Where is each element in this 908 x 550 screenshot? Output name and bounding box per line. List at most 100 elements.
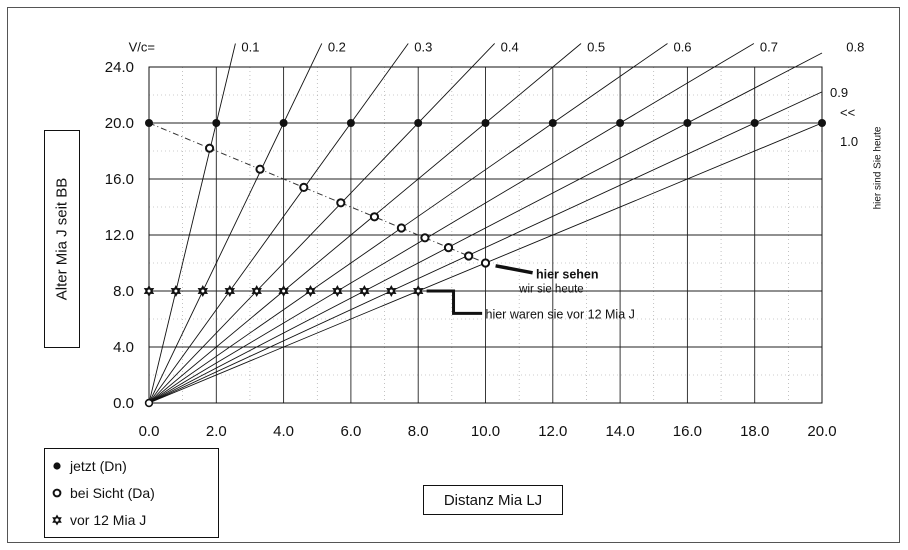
point-sight	[443, 243, 454, 253]
point-sight	[464, 251, 474, 261]
velocity-ray	[148, 43, 409, 404]
point-12bn-center	[309, 289, 313, 293]
annotation-see-today-line2: wir sie heute	[518, 284, 584, 296]
legend-item-now: jetzt (Dn)	[45, 455, 127, 477]
ray-label: 0.5	[587, 39, 605, 54]
ray-label: 0.8	[846, 39, 864, 54]
open-circle-icon	[52, 488, 62, 498]
x-axis-label-box: Distanz Mia LJ	[423, 485, 563, 515]
x-tick-label: 4.0	[273, 423, 294, 440]
legend: jetzt (Dn) bei Sicht (Da) vor 12 Mia J	[44, 448, 219, 538]
point-12bn-center	[416, 289, 420, 293]
see-today-pointer	[495, 264, 533, 275]
point-12bn-center	[362, 289, 366, 293]
point-now	[481, 119, 490, 127]
point-12bn-center	[201, 289, 205, 293]
velocity-ray	[148, 52, 823, 404]
x-tick-label: 20.0	[807, 423, 836, 440]
x-tick-label: 12.0	[538, 423, 567, 440]
ray-label: 0.6	[673, 39, 691, 54]
y-tick-label: 8.0	[113, 283, 134, 300]
annotation-see-today: hier sehen	[536, 268, 599, 282]
x-tick-label: 0.0	[139, 423, 160, 440]
point-sight	[420, 233, 430, 243]
annotation-were-ago: hier waren sie vor 12 Mia J	[486, 307, 635, 321]
velocity-ray	[148, 43, 323, 404]
x-tick-label: 18.0	[740, 423, 769, 440]
point-12bn-center	[389, 289, 393, 293]
point-12bn-center	[255, 289, 259, 293]
y-tick-label: 20.0	[105, 115, 134, 132]
point-sight	[336, 198, 346, 208]
chart-frame: 0.1 0.2 0.3 0.4 0.5 0.6 0.7 0.8 0.9 1.0 V/c= 0.0 2.…	[7, 7, 900, 543]
annotation-arrow: <<	[840, 105, 855, 120]
ray-label: 1.0	[840, 134, 858, 149]
ray-label: 0.9	[830, 85, 848, 100]
point-now	[346, 119, 355, 127]
filled-circle-icon	[53, 462, 61, 470]
point-sight	[204, 143, 215, 153]
star-marker-icon	[52, 514, 62, 526]
data-series	[143, 119, 826, 408]
velocity-ray	[148, 43, 495, 404]
legend-label-now: jetzt (Dn)	[70, 458, 127, 474]
point-now	[818, 119, 826, 127]
point-sight	[396, 223, 406, 233]
y-tick-label: 24.0	[105, 59, 134, 76]
point-12bn-center	[282, 289, 286, 293]
were-ago-pointer	[426, 289, 483, 315]
x-axis-label: Distanz Mia LJ	[443, 491, 543, 509]
point-12bn-center	[228, 289, 232, 293]
y-tick-label: 16.0	[105, 171, 134, 188]
legend-item-12bn: vor 12 Mia J	[45, 509, 146, 531]
ray-label: 0.1	[241, 39, 259, 54]
ray-label-prefix: V/c=	[129, 39, 155, 54]
point-now	[616, 119, 625, 127]
ray-label: 0.7	[760, 39, 778, 54]
velocity-rays: 0.1 0.2 0.3 0.4 0.5 0.6 0.7 0.8 0.9 1.0 V/c=	[129, 39, 864, 404]
x-tick-label: 6.0	[340, 423, 361, 440]
legend-item-sight: bei Sicht (Da)	[45, 482, 155, 504]
x-tick-label: 8.0	[408, 423, 429, 440]
y-tick-label: 4.0	[113, 339, 134, 356]
x-tick-label: 16.0	[673, 423, 702, 440]
ray-label: 0.3	[414, 39, 432, 54]
annotations: hier sehen wir sie heute hier waren sie vo…	[426, 105, 855, 321]
y-axis-label-box: Alter Mia J seit BB	[44, 130, 80, 348]
point-now	[145, 119, 153, 127]
side-note-text: hier sind Sie heute	[872, 126, 884, 210]
x-tick-label: 2.0	[206, 423, 227, 440]
point-12bn-center	[147, 289, 151, 293]
point-sight	[369, 212, 380, 222]
ray-label: 0.4	[501, 39, 519, 54]
point-now	[548, 119, 557, 127]
axes: 0.0 2.0 4.0 6.0 8.0 10.0 12.0 14.0 16.0 18.0 20.0 0…	[105, 59, 837, 440]
point-now	[683, 119, 692, 127]
velocity-ray	[148, 43, 755, 404]
x-tick-label: 10.0	[471, 423, 500, 440]
point-12bn-center	[174, 289, 178, 293]
velocity-ray	[148, 43, 582, 404]
point-sight	[480, 258, 491, 268]
y-tick-label: 12.0	[105, 227, 134, 244]
legend-label-12bn: vor 12 Mia J	[70, 512, 147, 528]
point-now	[414, 119, 423, 127]
point-sight	[299, 182, 309, 192]
legend-label-sight: bei Sicht (Da)	[70, 485, 155, 501]
side-note-here-today: hier sind Sie heute	[870, 118, 886, 218]
velocity-ray	[148, 91, 823, 404]
velocity-ray	[148, 43, 668, 404]
point-12bn-center	[335, 289, 339, 293]
y-tick-label: 0.0	[113, 395, 134, 412]
y-axis-label: Alter Mia J seit BB	[53, 177, 71, 301]
velocity-ray	[148, 43, 236, 404]
point-now	[750, 119, 759, 127]
x-tick-label: 14.0	[605, 423, 634, 440]
grid	[148, 66, 823, 404]
ray-label: 0.2	[328, 39, 346, 54]
chart-svg: 0.1 0.2 0.3 0.4 0.5 0.6 0.7 0.8 0.9 1.0 V/c= 0.0 2.…	[105, 39, 865, 440]
point-now	[279, 119, 288, 127]
point-origin	[144, 398, 154, 408]
point-now	[212, 119, 221, 127]
point-sight	[255, 164, 265, 174]
